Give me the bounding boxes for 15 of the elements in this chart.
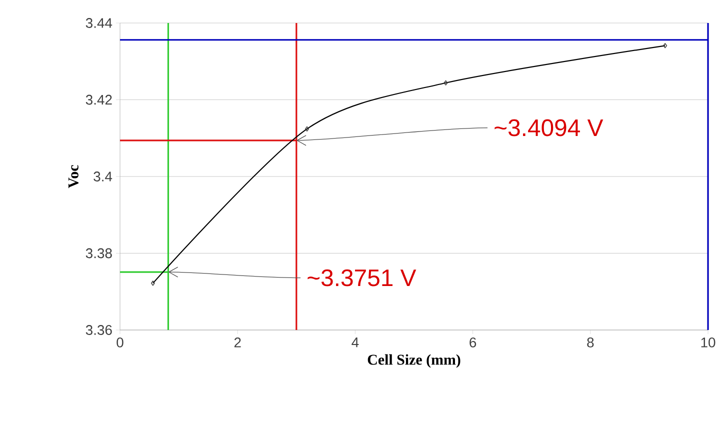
annotation: ~3.3751 V <box>308 269 416 286</box>
y-tick-label: 3.38 <box>86 248 112 258</box>
x-tick-label: 8 <box>587 338 594 348</box>
x-tick-label: 2 <box>234 338 241 348</box>
y-tick-label: 3.44 <box>86 18 112 28</box>
y-axis-title: Voc <box>68 165 78 188</box>
y-tick-label: 3.36 <box>86 325 112 335</box>
annotation: ~3.4094 V <box>494 119 604 136</box>
x-axis-title: Cell Size (mm) <box>368 354 460 368</box>
x-tick-label: 6 <box>470 338 476 348</box>
x-tick-label: 0 <box>116 338 124 348</box>
y-tick-label: 3.4 <box>94 172 112 182</box>
x-tick-label: 10 <box>701 338 716 348</box>
x-tick-label: 4 <box>352 338 359 348</box>
y-tick-label: 3.42 <box>86 94 112 105</box>
